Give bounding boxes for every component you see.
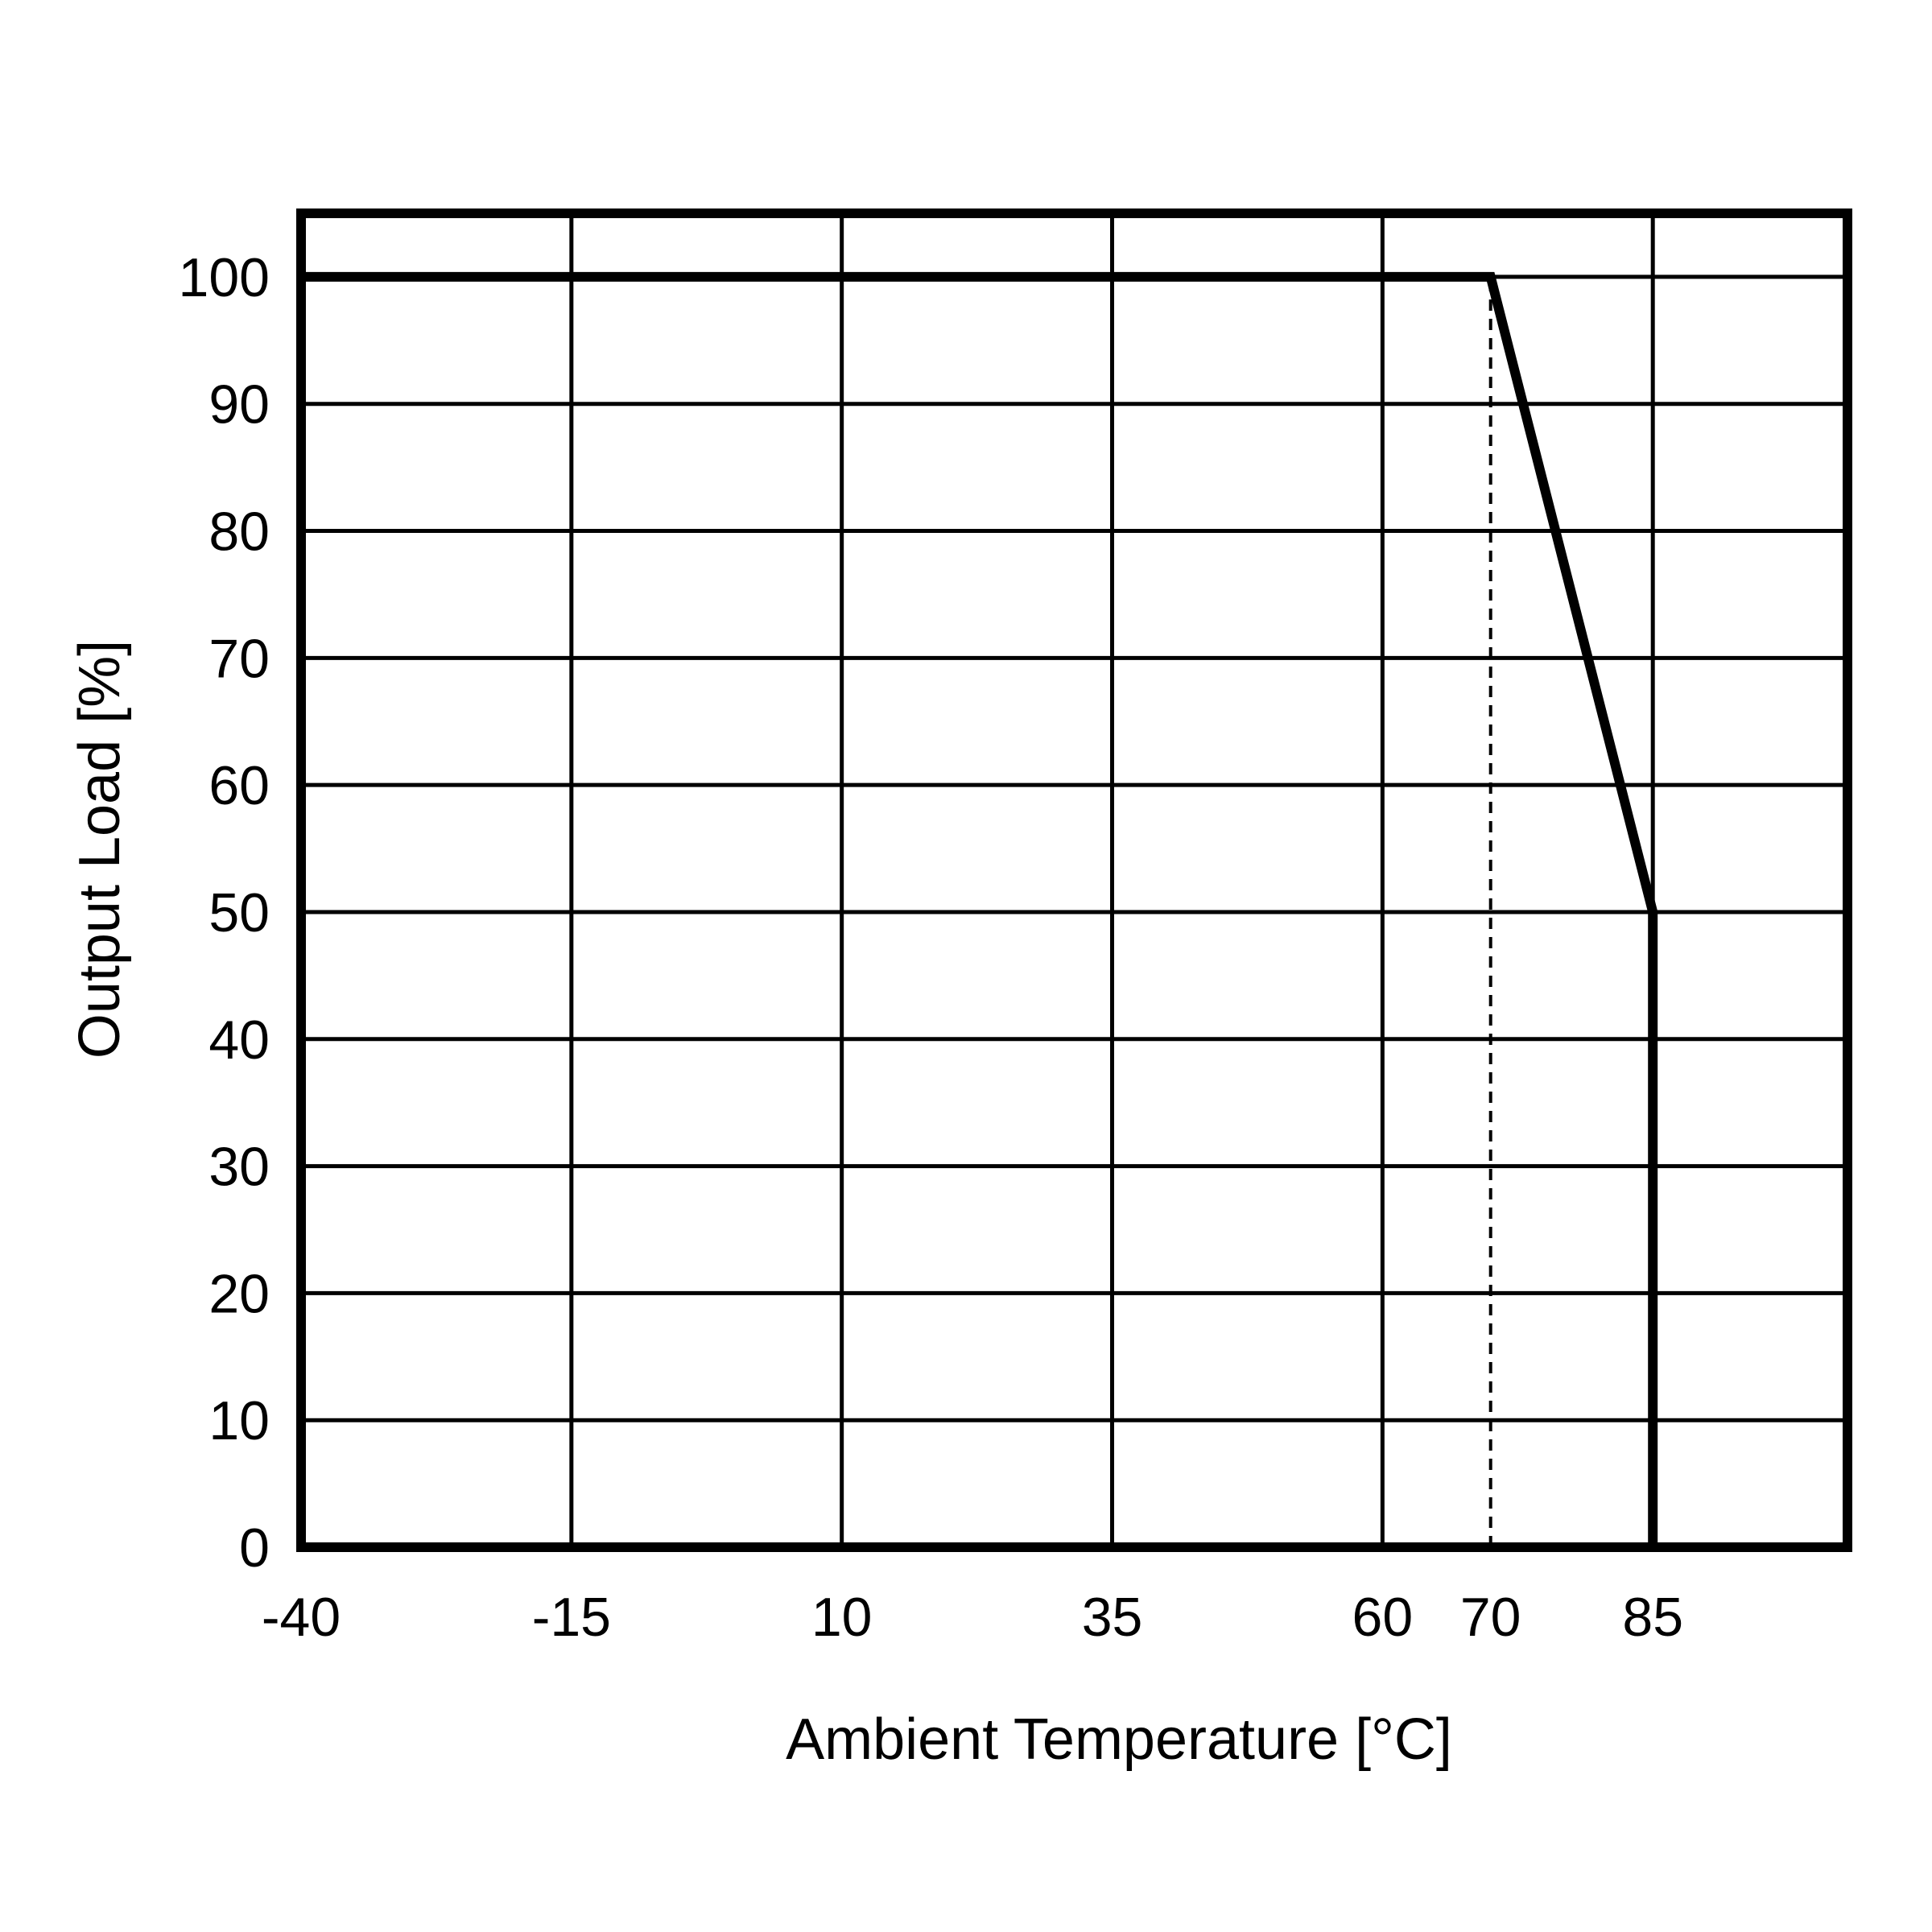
- y-axis-title: Output Load [%]: [68, 640, 132, 1059]
- x-tick-label: 60: [1352, 1587, 1414, 1648]
- x-tick-label: 85: [1622, 1587, 1683, 1648]
- y-tick-label: 60: [208, 755, 270, 816]
- x-tick-label: 10: [811, 1587, 873, 1648]
- y-tick-label: 80: [208, 502, 270, 563]
- y-tick-label: 0: [239, 1517, 270, 1579]
- x-tick-label: 70: [1460, 1587, 1521, 1648]
- x-tick-label: 35: [1082, 1587, 1143, 1648]
- x-tick-labels: -40 -15 10 35 60 70 85: [262, 1587, 1683, 1648]
- y-tick-label: 30: [208, 1137, 270, 1198]
- x-tick-label: -15: [532, 1587, 611, 1648]
- series-line: [301, 271, 1658, 1547]
- y-tick-label: 100: [179, 247, 270, 308]
- x-axis-title: Ambient Temperature [°C]: [786, 1707, 1452, 1772]
- y-tick-label: 40: [208, 1009, 270, 1071]
- plot-frame: [296, 208, 1852, 1552]
- x-tick-label: -40: [262, 1587, 341, 1648]
- y-tick-labels: 0 10 20 30 40 50 60 70 80 90 100: [179, 247, 270, 1579]
- y-tick-label: 50: [208, 882, 270, 943]
- y-tick-label: 20: [208, 1263, 270, 1324]
- series-layer: [301, 271, 1658, 1547]
- y-tick-label: 90: [208, 374, 270, 436]
- y-tick-label: 10: [208, 1390, 270, 1451]
- y-tick-label: 70: [208, 628, 270, 689]
